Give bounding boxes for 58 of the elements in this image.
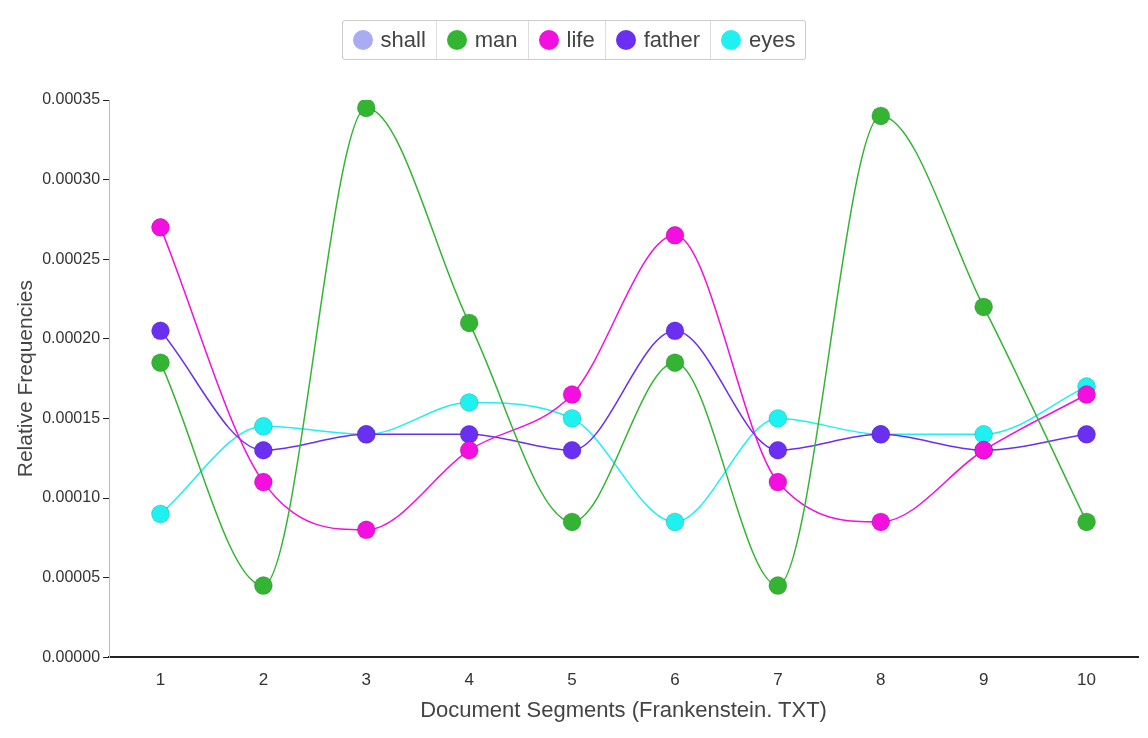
point xyxy=(974,424,994,444)
point xyxy=(562,385,582,405)
legend-label: father xyxy=(643,27,700,53)
y-tick-label: 0.00025 xyxy=(42,249,101,267)
point xyxy=(562,440,582,460)
legend-label: eyes xyxy=(748,27,796,53)
point xyxy=(253,576,273,596)
point xyxy=(665,225,685,245)
point xyxy=(871,106,891,126)
y-tick-label: 0.00030 xyxy=(42,170,101,188)
point xyxy=(665,512,685,532)
y-tick-label: 0.00010 xyxy=(42,488,101,506)
y-tick-label: 0.00000 xyxy=(42,647,101,665)
point xyxy=(253,472,273,492)
point xyxy=(768,576,788,596)
legend-label: shall xyxy=(380,27,426,53)
x-axis-title: Document Segments (Frankenstein. TXT) xyxy=(420,696,827,722)
point xyxy=(459,424,479,444)
point xyxy=(150,504,170,524)
point xyxy=(768,408,788,428)
x-tick-label: 3 xyxy=(361,670,372,690)
x-tick-label: 8 xyxy=(876,670,886,690)
point xyxy=(768,440,788,460)
x-tick-label: 10 xyxy=(1077,670,1097,690)
point xyxy=(150,217,170,237)
point xyxy=(253,416,273,436)
point xyxy=(356,520,376,540)
point xyxy=(459,392,479,412)
point xyxy=(356,100,376,118)
legend-label: life xyxy=(566,27,595,53)
point xyxy=(665,353,685,373)
point xyxy=(253,440,273,460)
point xyxy=(150,353,170,373)
point xyxy=(562,408,582,428)
x-tick-label: 1 xyxy=(155,670,166,690)
point xyxy=(562,512,582,532)
x-tick-label: 5 xyxy=(567,670,577,690)
point xyxy=(768,472,788,492)
y-tick-label: 0.00015 xyxy=(42,408,101,426)
x-tick-label: 2 xyxy=(258,670,269,690)
point xyxy=(974,297,994,317)
point xyxy=(1077,424,1097,444)
y-tick-label: 0.00020 xyxy=(42,329,101,347)
point xyxy=(871,512,891,532)
point xyxy=(150,321,170,341)
legend-label: man xyxy=(474,27,518,53)
x-tick-label: 6 xyxy=(670,670,680,690)
x-tick-label: 4 xyxy=(464,670,474,690)
point xyxy=(459,313,479,333)
y-axis-title: Relative Frequencies xyxy=(13,279,37,478)
point xyxy=(665,321,685,341)
point xyxy=(1077,385,1097,405)
y-tick-label: 0.00035 xyxy=(42,90,101,108)
point xyxy=(1077,512,1097,532)
point xyxy=(459,440,479,460)
y-tick-label: 0.00005 xyxy=(42,568,101,586)
x-tick-label: 7 xyxy=(773,670,783,690)
x-tick-label: 9 xyxy=(978,670,989,690)
